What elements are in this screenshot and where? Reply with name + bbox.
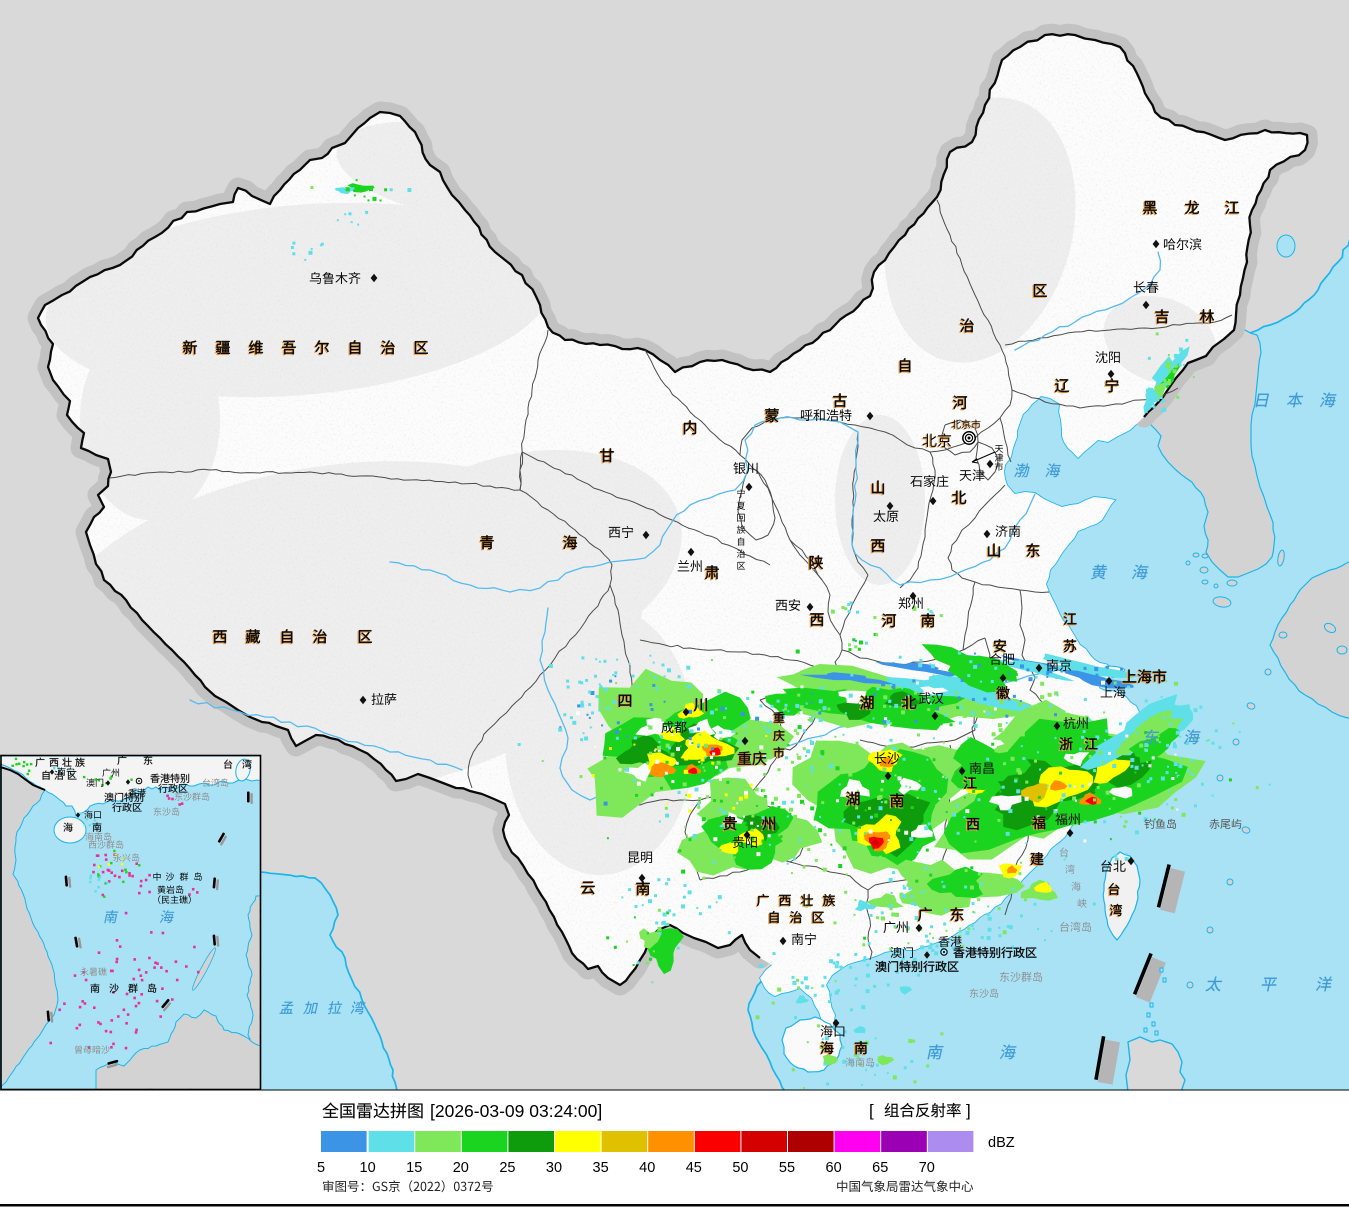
svg-text:65: 65 <box>872 1160 888 1176</box>
svg-text:70: 70 <box>919 1160 935 1176</box>
svg-text:35: 35 <box>593 1160 609 1176</box>
svg-text:30: 30 <box>546 1160 562 1176</box>
svg-text:15: 15 <box>406 1160 422 1176</box>
svg-text:50: 50 <box>732 1160 748 1176</box>
svg-text:55: 55 <box>779 1160 795 1176</box>
svg-text:10: 10 <box>360 1160 376 1176</box>
svg-text:dBZ: dBZ <box>988 1135 1015 1151</box>
svg-text:[2026-03-09 03:24:00]: [2026-03-09 03:24:00] <box>430 1101 602 1121</box>
svg-text:60: 60 <box>826 1160 842 1176</box>
svg-text:40: 40 <box>639 1160 655 1176</box>
svg-text:20: 20 <box>453 1160 469 1176</box>
svg-text:45: 45 <box>686 1160 702 1176</box>
svg-text:25: 25 <box>499 1160 515 1176</box>
svg-text:]: ] <box>966 1101 971 1120</box>
svg-text:[: [ <box>869 1101 874 1120</box>
svg-text:5: 5 <box>317 1160 325 1176</box>
